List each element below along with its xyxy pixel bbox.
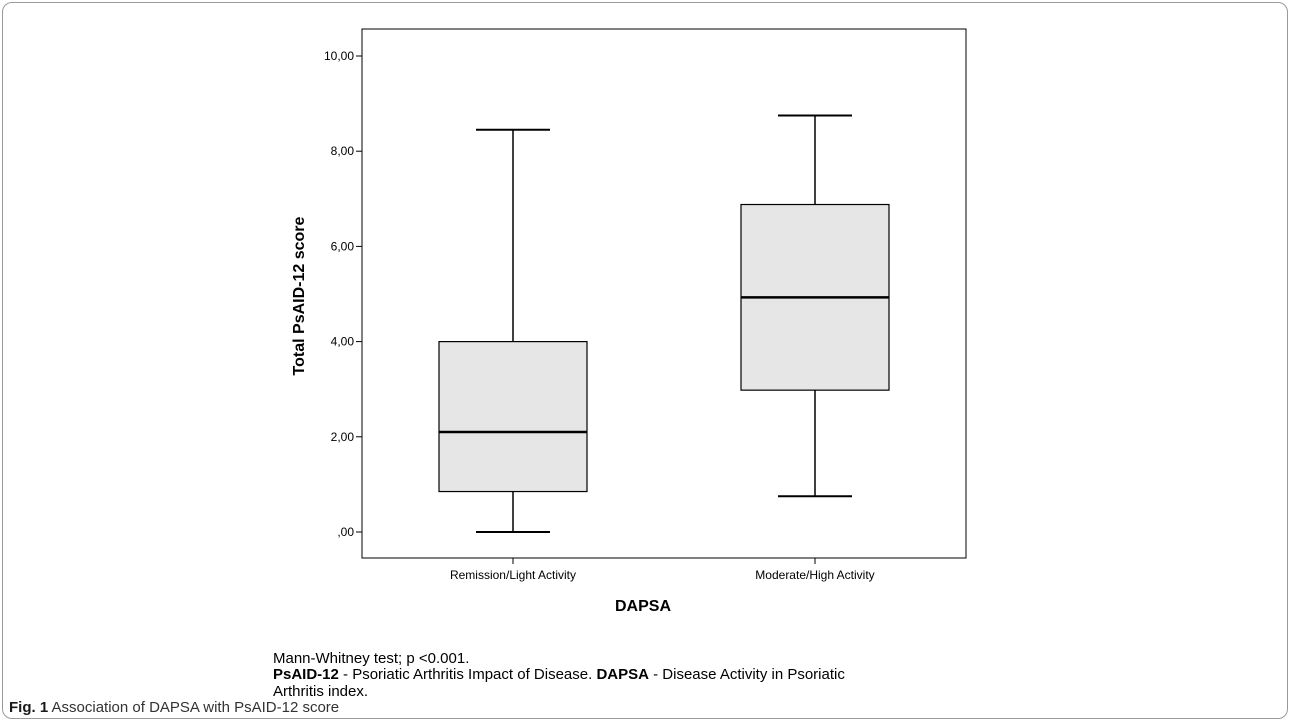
figure-caption: Fig. 1 Association of DAPSA with PsAID-1…	[9, 699, 339, 716]
abbr-dapsa-def: - Disease Activity in Psoriatic Arthriti…	[273, 666, 845, 700]
abbr-psaid-term: PsAID-12	[273, 666, 339, 683]
x-axis-label: DAPSA	[615, 598, 671, 615]
caption-label: Fig. 1	[9, 699, 49, 716]
stat-test-text: Mann-Whitney test; p <0.001.	[273, 650, 470, 667]
y-axis-label: Total PsAID-12 score	[291, 216, 308, 375]
abbreviations-note: PsAID-12 - Psoriatic Arthritis Impact of…	[273, 666, 863, 700]
x-tick-label: Remission/Light Activity	[450, 568, 576, 582]
y-tick-label: 4,00	[331, 335, 355, 349]
stat-test-note: Mann-Whitney test; p <0.001.	[273, 650, 863, 667]
y-tick-label: 8,00	[331, 144, 355, 158]
caption-text: Association of DAPSA with PsAID-12 score	[48, 699, 340, 716]
y-tick-label: ,00	[337, 525, 354, 539]
box-iqr	[438, 341, 588, 493]
x-tick-label: Moderate/High Activity	[755, 568, 874, 582]
y-tick-label: 6,00	[331, 239, 355, 253]
abbr-psaid-def: - Psoriatic Arthritis Impact of Disease.	[338, 666, 597, 683]
abbr-dapsa-term: DAPSA	[596, 666, 649, 683]
plot-area	[361, 28, 967, 559]
y-tick-label: 10,00	[324, 49, 354, 63]
y-tick-label: 2,00	[331, 430, 355, 444]
